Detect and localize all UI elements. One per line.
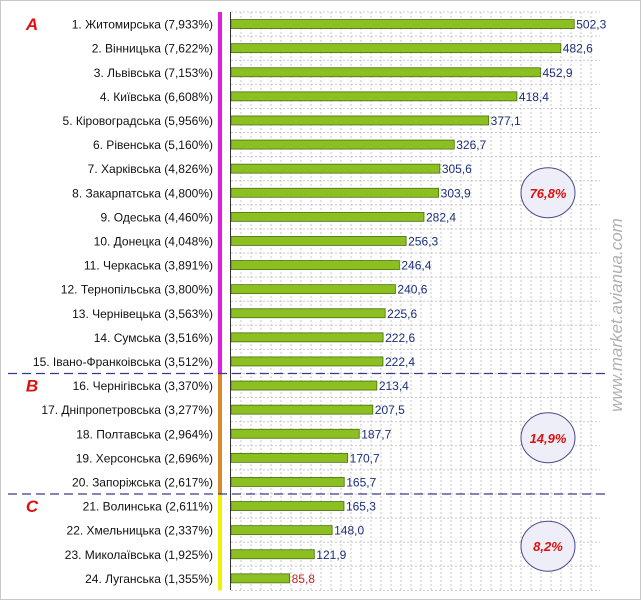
value-label: 225,6 xyxy=(387,307,417,321)
category-label: 22. Хмельницька (2,337%) xyxy=(67,524,213,538)
bar xyxy=(230,19,575,29)
value-label: 452,9 xyxy=(542,66,572,80)
bar xyxy=(230,573,291,584)
category-label: 11. Черкаська (3,891%) xyxy=(84,259,213,273)
category-label: 10. Донецка (4,048%) xyxy=(94,234,213,248)
group-band xyxy=(218,373,222,494)
bar xyxy=(230,260,400,270)
group-share-ellipse xyxy=(520,167,576,219)
value-label: 222,4 xyxy=(385,355,415,369)
value-label: 246,4 xyxy=(401,259,431,273)
category-label: 12. Тернопільська (3,800%) xyxy=(61,283,213,297)
bar xyxy=(230,91,518,102)
bar xyxy=(230,284,396,295)
value-label: 213,4 xyxy=(379,379,409,393)
bar xyxy=(230,43,562,54)
bar xyxy=(230,477,345,487)
bar xyxy=(230,525,333,536)
value-label: 305,6 xyxy=(442,162,472,176)
group-share-label: 76,8% xyxy=(530,186,567,201)
value-label: 303,9 xyxy=(441,186,471,200)
value-label: 256,3 xyxy=(408,234,438,248)
value-label: 148,0 xyxy=(334,524,364,538)
group-letter: A xyxy=(25,15,38,34)
value-label: 502,3 xyxy=(576,18,606,32)
category-label: 23. Миколаївська (1,925%) xyxy=(65,548,213,562)
value-label: 418,4 xyxy=(519,90,549,104)
bar xyxy=(230,501,345,511)
bar xyxy=(230,139,455,150)
category-label: 4. Київська (6,608%) xyxy=(100,90,213,104)
group-share-ellipse xyxy=(520,412,576,464)
category-label: 20. Запоріжська (2,617%) xyxy=(72,475,213,489)
value-label: 326,7 xyxy=(456,138,486,152)
category-label: 16. Чернігівська (3,370%) xyxy=(73,379,213,393)
category-label: 8. Закарпатська (4,800%) xyxy=(72,186,213,200)
bar xyxy=(230,187,440,198)
group-band xyxy=(218,494,222,591)
bar xyxy=(230,452,349,463)
value-label: 85,8 xyxy=(292,572,316,586)
bar xyxy=(230,115,490,126)
value-label: 282,4 xyxy=(426,210,456,224)
value-label: 170,7 xyxy=(350,451,380,465)
category-label: 19. Херсонська (2,696%) xyxy=(76,451,213,465)
category-label: 7. Харківська (4,826%) xyxy=(88,162,213,176)
watermark: www.market.avianua.com xyxy=(607,218,626,412)
category-label: 17. Дніпропетровська (3,277%) xyxy=(41,403,213,417)
bar xyxy=(230,332,384,343)
group-letter: C xyxy=(26,497,39,516)
group-share-label: 8,2% xyxy=(533,539,563,554)
category-label: 18. Полтавська (2,964%) xyxy=(76,427,213,441)
value-labels: 502,3 482,6 452,9 418,4 377,1 326,7 305,6 303,9… xyxy=(292,18,607,586)
category-label: 2. Вінницька (7,622%) xyxy=(92,42,213,56)
bar xyxy=(230,236,407,246)
bar xyxy=(230,404,374,415)
category-label: 5. Кіровоградська (5,956%) xyxy=(63,114,213,128)
value-label: 240,6 xyxy=(397,283,427,297)
group-share-label: 14,9% xyxy=(530,431,567,446)
category-label: 24. Луганська (1,355%) xyxy=(85,572,213,586)
value-label: 187,7 xyxy=(361,427,391,441)
bar xyxy=(230,163,441,174)
group-share-ellipse xyxy=(520,520,576,572)
bar xyxy=(230,428,360,439)
group-markers: A 76,8% B 14,9% C 8,2% xyxy=(8,15,605,572)
category-label: 13. Чернівецька (3,563%) xyxy=(72,307,213,321)
category-label: 21. Волинська (2,611%) xyxy=(83,500,213,514)
value-label: 222,6 xyxy=(385,331,415,345)
value-label: 377,1 xyxy=(491,114,521,128)
value-label: 482,6 xyxy=(563,42,593,56)
bar xyxy=(230,380,378,391)
category-label: 15. Івано-Франкоівська (3,512%) xyxy=(33,355,213,369)
category-label: 14. Сумська (3,516%) xyxy=(94,331,213,345)
bar xyxy=(230,211,425,222)
category-label: 6. Рівенська (5,160%) xyxy=(93,138,213,152)
group-band xyxy=(218,12,222,374)
group-letter: B xyxy=(26,377,38,396)
bar xyxy=(230,67,541,78)
bar xyxy=(230,308,386,319)
category-label: 3. Львівська (7,153%) xyxy=(94,66,213,80)
value-label: 165,3 xyxy=(346,500,376,514)
category-label: 9. Одеська (4,460%) xyxy=(100,210,213,224)
bars xyxy=(230,19,575,584)
category-label: 1. Житомирська (7,933%) xyxy=(72,18,213,32)
value-label: 121,9 xyxy=(316,548,346,562)
group-bands xyxy=(218,12,222,591)
value-label: 165,7 xyxy=(346,475,376,489)
value-label: 207,5 xyxy=(375,403,405,417)
category-labels: 1. Житомирська (7,933%) 2. Вінницька (7,6… xyxy=(33,18,213,586)
bar xyxy=(230,549,315,560)
bar xyxy=(230,356,384,367)
